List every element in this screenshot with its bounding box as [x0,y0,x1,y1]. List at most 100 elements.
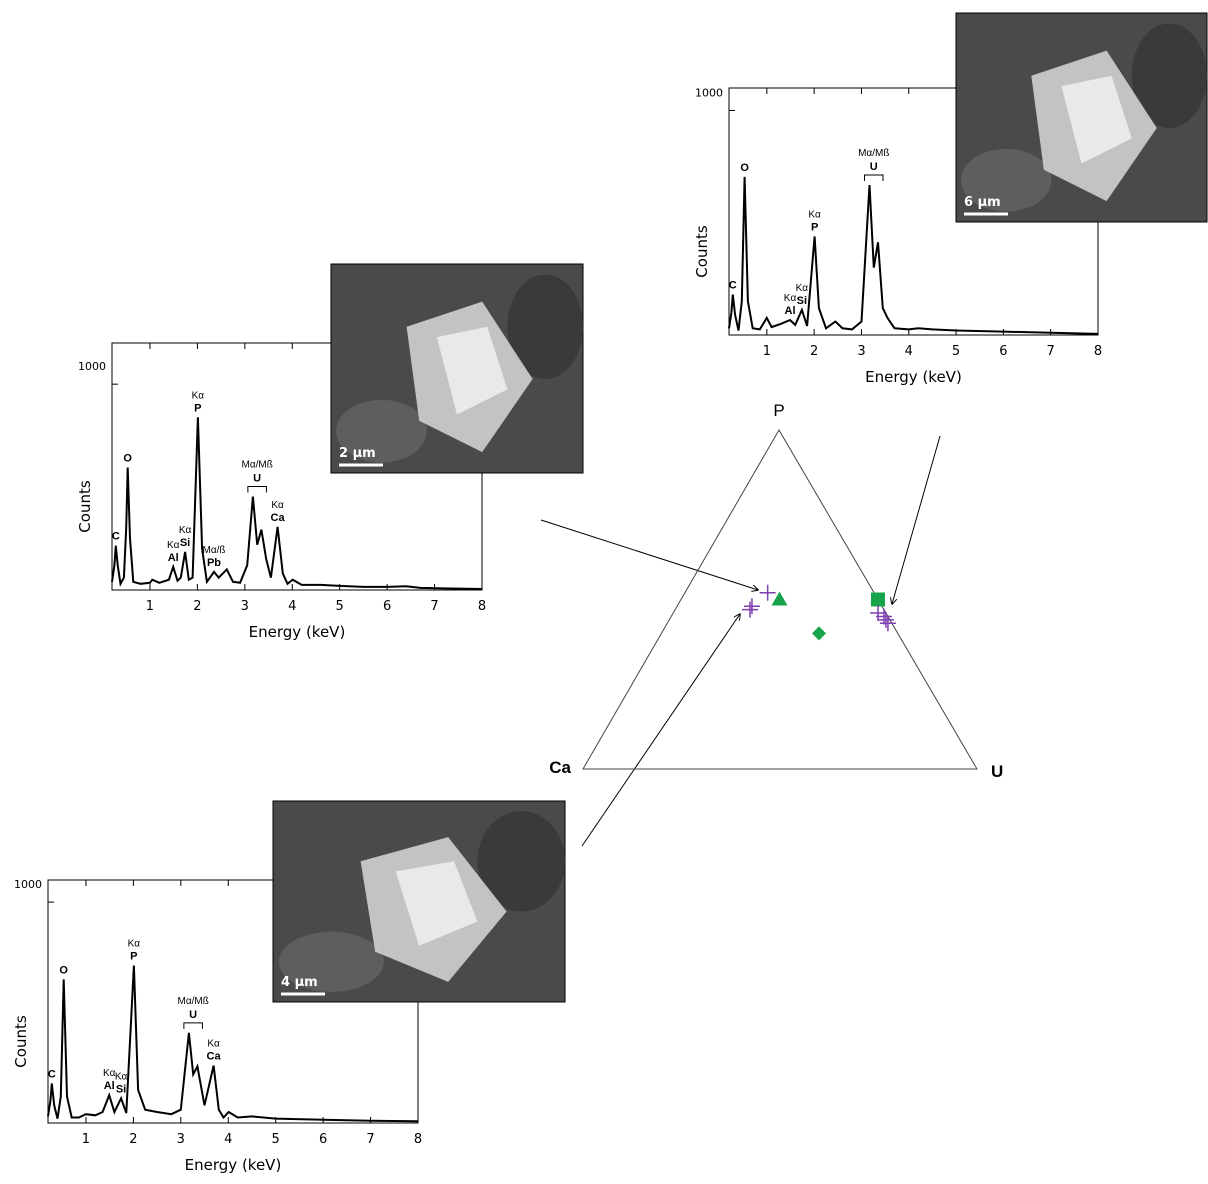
x-tick-label: 4 [905,344,913,359]
x-tick-label: 3 [241,599,249,614]
x-tick-label: 6 [319,1132,327,1147]
bracket [864,174,884,182]
peak-element: Si [180,537,190,549]
scale-bar-label: 4 µm [281,975,318,990]
x-tick-label: 1 [82,1132,90,1147]
x-axis-label: Energy (keV) [249,623,346,641]
y-axis-label: Counts [693,225,711,278]
peak-element: U [189,1009,197,1021]
x-tick-label: 7 [430,599,438,614]
arrow [581,614,740,847]
bracket [247,486,267,493]
arrows [540,435,941,847]
x-tick-label: 1 [763,344,771,359]
marker-plus [759,584,776,601]
x-tick-label: 3 [177,1132,185,1147]
arrow [892,435,941,604]
peak-line: Kα [207,1039,220,1050]
x-tick-label: 6 [999,344,1007,359]
x-tick-label: 2 [193,599,201,614]
peak-line: Mα/ß [202,545,225,556]
peak-line: Kα [796,283,809,294]
spectrum-line [111,417,483,590]
bracket [183,1022,203,1029]
marker-square [871,592,885,607]
peak-element: O [123,453,132,465]
peak-line: Kα [167,540,180,551]
sem-texture [507,274,583,379]
ternary-diagram: P Ca U [549,401,1003,781]
y-tick-label: 1000 [14,878,42,891]
peak-line: Mα/Mß [858,148,889,159]
sem-image: 2 µm [330,263,584,474]
peak-element: P [194,402,201,414]
peak-element: O [59,964,68,976]
x-tick-label: 2 [129,1132,137,1147]
x-axis-label: Energy (keV) [865,368,962,386]
x-tick-label: 5 [272,1132,280,1147]
peak-line: Kα [808,209,821,220]
marker-plus [879,615,896,632]
sem-texture [477,811,565,912]
peak-element: P [811,221,818,233]
peak-line: Mα/Mß [241,460,272,471]
sem-texture [961,148,1052,212]
sem-image: 6 µm [955,12,1208,223]
peak-element: C [48,1068,56,1080]
x-tick-label: 6 [383,599,391,614]
sem-texture [1131,23,1207,128]
peak-element: U [253,473,261,485]
vertex-label: Ca [549,758,571,777]
x-tick-label: 5 [336,599,344,614]
y-axis-label: Counts [12,1015,30,1068]
peak-element: O [740,162,749,174]
marker-plus [741,601,758,618]
sem-texture [278,931,384,992]
spectrum-line [728,176,1099,335]
marker-plus [877,611,894,628]
peak-line: Kα [784,293,797,304]
x-tick-label: 8 [478,599,486,614]
sem-particle-highlight [395,861,478,946]
peak-element: Ca [271,512,286,524]
marker-plus [743,598,760,615]
x-axis-label: Energy (keV) [185,1156,282,1174]
peak-element: Al [168,552,179,564]
x-tick-label: 2 [810,344,818,359]
peak-element: Al [104,1080,115,1092]
peak-line: Kα [128,938,141,949]
sem-particle-highlight [1061,75,1132,164]
sem-image: 4 µm [272,800,566,1003]
peak-element: C [729,280,737,292]
peak-element: Ca [207,1051,222,1063]
x-tick-label: 4 [288,599,296,614]
peak-element: Si [116,1083,126,1095]
vertex-label: P [773,401,784,420]
marker-diamond [812,626,826,641]
scale-bar-label: 2 µm [339,446,376,461]
vertex-label: U [991,762,1003,781]
x-tick-label: 8 [1094,344,1102,359]
y-axis-label: Counts [76,480,94,533]
peak-element: P [130,950,137,962]
peak-line: Kα [179,525,192,536]
sem-particle-highlight [436,326,508,415]
x-tick-label: 4 [224,1132,232,1147]
marker-triangle [771,591,788,606]
x-tick-label: 7 [1047,344,1055,359]
sem-texture [336,399,427,463]
x-tick-label: 8 [414,1132,422,1147]
peak-line: Kα [103,1068,116,1079]
x-tick-label: 7 [366,1132,374,1147]
peak-line: Kα [192,390,205,401]
peak-element: Si [797,295,807,307]
marker-plus [875,608,892,625]
peak-line: Mα/Mß [177,996,208,1007]
peak-element: U [870,161,878,173]
y-tick-label: 1000 [78,360,106,373]
scale-bar-label: 6 µm [964,195,1001,210]
